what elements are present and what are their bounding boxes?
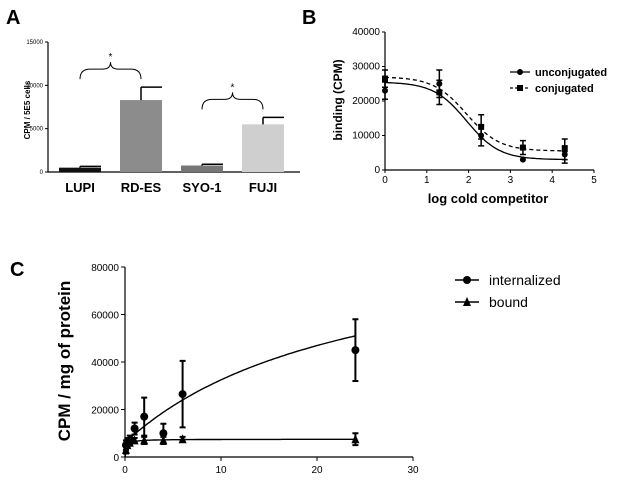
panel-b-y-tick-label: 40000 bbox=[352, 27, 380, 38]
panel-c-point-bound bbox=[178, 434, 187, 444]
panel-b-x-tick-label: 1 bbox=[424, 175, 430, 186]
panel-c-x-tick-label: 0 bbox=[122, 465, 128, 476]
panel-b-letter: B bbox=[302, 7, 316, 29]
panel-c-y-tick-label: 80000 bbox=[91, 263, 119, 274]
panel-b-y-tick-label: 0 bbox=[374, 165, 380, 176]
panel-b-point-conjugated bbox=[519, 144, 526, 151]
panel-a-bar bbox=[59, 167, 101, 172]
panel-c-point-bound bbox=[140, 435, 149, 445]
panel-b-x-tick-label: 4 bbox=[549, 175, 555, 186]
panel-b-x-tick-label: 5 bbox=[591, 175, 597, 186]
panel-a-category-label: LUPI bbox=[65, 180, 95, 195]
panel-b-x-axis-title: log cold competitor bbox=[428, 191, 549, 206]
panel-a-significance-star: * bbox=[109, 52, 113, 63]
panel-a-error-bar bbox=[201, 163, 223, 166]
panel-c-y-tick-label: 0 bbox=[113, 453, 119, 464]
panel-a-error-bar bbox=[262, 116, 284, 125]
panel-c-axes bbox=[124, 267, 413, 458]
panel-b-point-unconjugated bbox=[382, 87, 388, 94]
panel-a-bar bbox=[242, 124, 284, 172]
panel-b: B binding (CPM) log cold competitor 0 100… bbox=[302, 7, 607, 206]
panel-a-bar bbox=[120, 100, 162, 172]
panel-c-legend-marker bbox=[463, 276, 471, 284]
panel-a-category-label: RD-ES bbox=[121, 180, 162, 195]
panel-b-x-tick-label: 3 bbox=[508, 175, 514, 186]
panel-b-legend-marker bbox=[517, 85, 523, 91]
panel-b-y-axis-title: binding (CPM) bbox=[331, 59, 345, 140]
panel-a-significance-brace bbox=[79, 62, 142, 80]
panel-b-legend-label: conjugated bbox=[535, 83, 594, 95]
panel-c-point-bound bbox=[125, 437, 134, 447]
panel-a: A CPM / 5E5 cells 0 5000 10000 15000 LUPI RD-… bbox=[6, 7, 300, 195]
panel-c-fit-curve-internalized bbox=[124, 335, 356, 444]
panel-b-point-conjugated bbox=[561, 146, 568, 153]
panel-c-point-bound bbox=[121, 444, 130, 454]
panel-c-point-internalized bbox=[140, 412, 149, 421]
panel-a-error-bar bbox=[140, 86, 162, 101]
panel-c-x-tick-label: 20 bbox=[311, 465, 323, 476]
panel-a-y-tick-label: 5000 bbox=[30, 127, 44, 133]
panel-b-fit-curve-unconjugated bbox=[385, 81, 567, 161]
panel-c-y-tick-label: 60000 bbox=[91, 311, 119, 322]
panel-c-y-tick-label: 40000 bbox=[91, 358, 119, 369]
panel-a-y-tick-label: 0 bbox=[40, 170, 44, 176]
panel-a-bar bbox=[181, 165, 223, 172]
panel-c-point-internalized bbox=[159, 429, 168, 438]
panel-c-fit-curve-bound bbox=[124, 438, 356, 458]
panel-b-point-conjugated bbox=[436, 89, 443, 96]
panel-c-x-tick-label: 30 bbox=[407, 465, 419, 476]
panel-b-y-tick-label: 10000 bbox=[352, 131, 380, 142]
panel-c-point-internalized bbox=[351, 346, 360, 355]
panel-b-point-conjugated bbox=[382, 75, 388, 82]
panel-a-error-bar bbox=[79, 165, 101, 168]
panel-a-significance-brace bbox=[201, 92, 264, 110]
panel-a-category-label: FUJI bbox=[249, 180, 277, 195]
panel-a-y-tick-label: 15000 bbox=[26, 40, 43, 46]
panel-b-y-tick-label: 30000 bbox=[352, 62, 380, 73]
panel-c-letter: C bbox=[10, 259, 24, 281]
panel-c-x-tick-label: 10 bbox=[215, 465, 227, 476]
panel-c-point-bound bbox=[351, 434, 360, 444]
panel-b-fit-curve-conjugated bbox=[385, 76, 567, 152]
panel-a-y-axis-title: CPM / 5E5 cells bbox=[23, 80, 32, 139]
panel-c-point-internalized bbox=[130, 424, 139, 433]
panel-a-y-tick-label: 10000 bbox=[26, 83, 43, 89]
panel-b-legend-label: unconjugated bbox=[535, 67, 607, 79]
panel-c-point-internalized bbox=[178, 390, 187, 399]
panel-c-point-bound bbox=[159, 435, 168, 445]
panel-b-point-conjugated bbox=[478, 123, 485, 130]
panel-c-y-tick-label: 20000 bbox=[91, 406, 119, 417]
panel-a-category-label: SYO-1 bbox=[182, 180, 221, 195]
panel-c: C CPM / mg of protein 0 20000 40000 60000 80… bbox=[10, 259, 561, 476]
panel-b-y-tick-label: 20000 bbox=[352, 96, 380, 107]
panel-b-x-tick-label: 0 bbox=[382, 175, 388, 186]
panel-c-legend-marker bbox=[463, 297, 471, 306]
panel-a-letter: A bbox=[6, 7, 20, 29]
panel-c-legend-label: bound bbox=[489, 294, 528, 310]
panel-b-x-tick-label: 2 bbox=[466, 175, 472, 186]
panel-b-point-unconjugated bbox=[519, 156, 526, 163]
panel-b-legend-marker bbox=[517, 69, 523, 75]
panel-c-legend-label: internalized bbox=[489, 272, 561, 288]
panel-c-point-bound bbox=[130, 435, 139, 445]
panel-a-significance-star: * bbox=[231, 82, 235, 93]
panel-c-y-axis-title: CPM / mg of protein bbox=[55, 281, 74, 442]
